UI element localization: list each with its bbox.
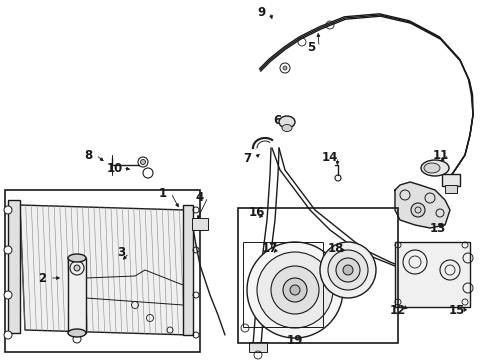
Circle shape bbox=[280, 63, 289, 73]
Text: 11: 11 bbox=[432, 149, 448, 162]
Bar bbox=[68, 258, 86, 333]
Ellipse shape bbox=[68, 329, 86, 337]
Text: 9: 9 bbox=[257, 5, 265, 18]
Text: 16: 16 bbox=[248, 206, 264, 219]
Text: 3: 3 bbox=[117, 247, 125, 260]
Text: 10: 10 bbox=[107, 162, 123, 175]
Ellipse shape bbox=[279, 116, 294, 128]
Ellipse shape bbox=[68, 254, 86, 262]
Bar bbox=[192, 218, 207, 230]
Circle shape bbox=[4, 291, 12, 299]
Circle shape bbox=[410, 203, 424, 217]
Circle shape bbox=[335, 258, 359, 282]
Bar bbox=[8, 200, 20, 333]
Text: 2: 2 bbox=[38, 271, 46, 284]
Text: 4: 4 bbox=[196, 190, 203, 203]
Circle shape bbox=[283, 66, 286, 70]
Circle shape bbox=[74, 265, 80, 271]
Polygon shape bbox=[20, 205, 190, 335]
Bar bbox=[394, 242, 469, 307]
Circle shape bbox=[4, 331, 12, 339]
Ellipse shape bbox=[282, 125, 291, 131]
Text: 13: 13 bbox=[429, 221, 445, 234]
Text: 8: 8 bbox=[84, 149, 92, 162]
Text: 14: 14 bbox=[321, 150, 338, 163]
Circle shape bbox=[327, 250, 367, 290]
Circle shape bbox=[138, 157, 148, 167]
Circle shape bbox=[319, 242, 375, 298]
Circle shape bbox=[257, 252, 332, 328]
Bar bbox=[441, 174, 459, 186]
Text: 5: 5 bbox=[306, 41, 314, 54]
Circle shape bbox=[342, 265, 352, 275]
Bar bbox=[183, 205, 193, 335]
Text: 15: 15 bbox=[448, 303, 464, 316]
Bar bbox=[5, 190, 200, 352]
Polygon shape bbox=[394, 182, 449, 228]
Text: 12: 12 bbox=[389, 303, 406, 316]
Circle shape bbox=[4, 206, 12, 214]
Circle shape bbox=[4, 246, 12, 254]
Circle shape bbox=[142, 168, 153, 178]
Circle shape bbox=[246, 242, 342, 338]
Bar bbox=[444, 185, 456, 193]
Text: 6: 6 bbox=[272, 113, 281, 126]
Ellipse shape bbox=[420, 160, 448, 176]
Text: 1: 1 bbox=[159, 186, 167, 199]
Circle shape bbox=[140, 159, 145, 165]
Text: 7: 7 bbox=[243, 152, 250, 165]
Bar bbox=[248, 342, 266, 352]
Bar bbox=[243, 242, 323, 327]
Text: 18: 18 bbox=[327, 242, 344, 255]
Circle shape bbox=[270, 266, 318, 314]
Circle shape bbox=[289, 285, 299, 295]
Bar bbox=[238, 208, 397, 343]
Text: 19: 19 bbox=[286, 333, 303, 346]
Ellipse shape bbox=[423, 163, 439, 173]
Text: 17: 17 bbox=[262, 242, 278, 255]
Circle shape bbox=[283, 278, 306, 302]
